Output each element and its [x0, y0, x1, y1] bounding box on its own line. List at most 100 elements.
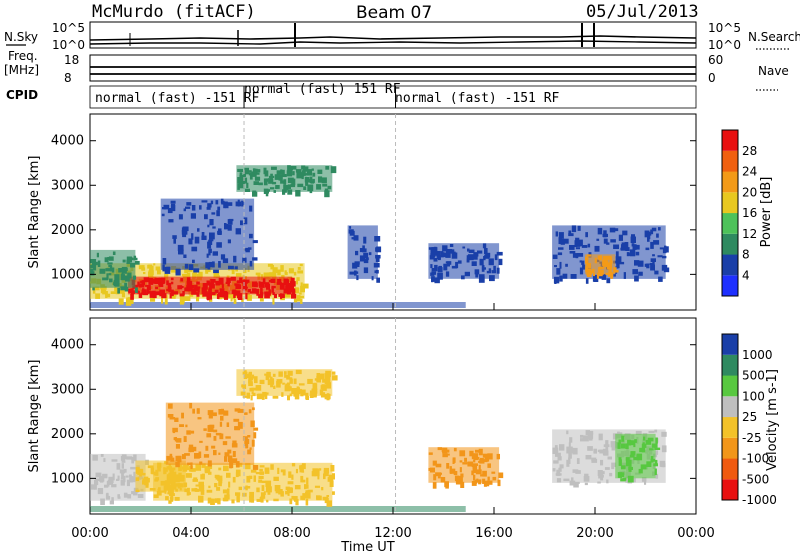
data-cell	[291, 293, 297, 299]
data-cell	[497, 479, 501, 487]
data-cell	[606, 278, 611, 284]
xtick-label: 08:00	[273, 526, 310, 541]
data-cell	[376, 259, 380, 262]
data-cell	[460, 481, 465, 488]
data-cell	[120, 286, 126, 291]
ytick-label: 2000	[51, 427, 84, 442]
data-cell	[261, 394, 265, 400]
colorbar-tick-label: 25	[742, 410, 757, 424]
power-panel: 1000 2000 3000 4000 Slant Range [km] 4 8 12 16…	[27, 113, 774, 311]
freq-label: Freq.	[8, 49, 38, 63]
data-cell	[253, 427, 259, 431]
data-cell	[273, 293, 277, 299]
data-cell	[245, 292, 248, 300]
freq-right-tick-bottom: 0	[708, 71, 716, 85]
data-region	[236, 165, 333, 192]
data-cell	[252, 240, 258, 244]
data-cell	[134, 260, 140, 265]
data-cell	[250, 395, 253, 401]
data-cell	[432, 482, 437, 489]
data-cell	[305, 395, 309, 400]
beam-title: Beam 07	[356, 3, 432, 23]
colorbar-tick-label: 20	[742, 185, 757, 199]
colorbar-tick-label: 28	[742, 144, 757, 158]
data-cell	[324, 393, 331, 400]
data-cell	[124, 286, 129, 292]
colorbar-swatch	[722, 479, 738, 501]
ytick-label: 4000	[51, 338, 84, 353]
data-cell	[190, 462, 193, 469]
data-cell	[289, 288, 296, 293]
colorbar-swatch	[722, 375, 738, 397]
data-region	[165, 402, 255, 465]
data-cell	[376, 246, 382, 253]
data-cell	[150, 297, 156, 302]
cpid-label: CPID	[6, 88, 38, 102]
data-cell	[217, 498, 221, 505]
cpid-segment-label: normal (fast) -151 RF	[95, 91, 260, 106]
data-cell	[118, 298, 124, 305]
data-cell	[259, 298, 264, 302]
data-cell	[331, 371, 336, 375]
colorbar-swatch	[722, 396, 738, 418]
data-cell	[213, 269, 219, 274]
data-cell	[218, 292, 224, 298]
colorbar-tick-label: 4	[742, 268, 750, 282]
ytick-label: 4000	[51, 134, 84, 149]
freq-unit-label: [MHz]	[4, 63, 39, 77]
data-cell	[658, 276, 663, 282]
data-cell	[300, 298, 303, 304]
data-cell	[224, 293, 229, 300]
data-cell	[498, 472, 504, 479]
data-cell	[196, 297, 200, 302]
noise-right-tick-bottom: 10^0	[708, 38, 741, 52]
xtick-label: 16:00	[475, 526, 512, 541]
ground-scatter-band	[90, 506, 466, 512]
data-cell	[294, 395, 300, 400]
ytick-label: 1000	[51, 267, 84, 282]
data-cell	[209, 298, 213, 302]
data-cell	[332, 491, 335, 495]
colorbar-swatch	[722, 437, 738, 459]
data-cell	[293, 298, 298, 303]
data-cell	[161, 297, 164, 304]
data-cell	[230, 298, 233, 302]
colorbar-swatch	[722, 233, 738, 255]
data-cell	[130, 293, 134, 300]
colorbar-tick-label: 12	[742, 227, 757, 241]
data-cell	[152, 293, 157, 299]
data-cell	[302, 283, 309, 289]
data-cell	[207, 498, 213, 504]
colorbar-swatch	[722, 150, 738, 172]
data-cell	[278, 293, 282, 297]
xtick-label: 00:00	[71, 526, 108, 541]
colorbar-swatch	[722, 275, 738, 297]
data-cell	[654, 447, 661, 450]
data-cell	[193, 268, 200, 273]
colorbar-frame	[721, 333, 739, 501]
data-cell	[264, 291, 270, 299]
xtick-label: 12:00	[374, 526, 411, 541]
data-cell	[655, 437, 658, 444]
data-cell	[168, 500, 172, 504]
velocity-ylabel: Slant Range [km]	[27, 360, 42, 473]
data-region	[615, 433, 656, 479]
data-cell	[654, 468, 657, 476]
data-cell	[242, 395, 248, 398]
data-cell	[265, 190, 269, 197]
data-cell	[596, 272, 599, 279]
data-cell	[291, 290, 296, 295]
velocity-data-group	[90, 318, 667, 514]
colorbar-swatch	[722, 334, 738, 355]
data-cell	[231, 499, 235, 504]
xtick-label: 00:00	[677, 526, 714, 541]
data-cell	[376, 277, 380, 283]
data-cell	[161, 293, 167, 299]
date-title: 05/Jul/2013	[586, 2, 699, 22]
freq-panel: 18 8 60 0	[64, 53, 723, 85]
data-cell	[179, 293, 185, 297]
data-cell	[272, 297, 275, 305]
data-cell	[305, 498, 309, 506]
colorbar-swatch	[722, 458, 738, 480]
data-cell	[620, 478, 626, 482]
